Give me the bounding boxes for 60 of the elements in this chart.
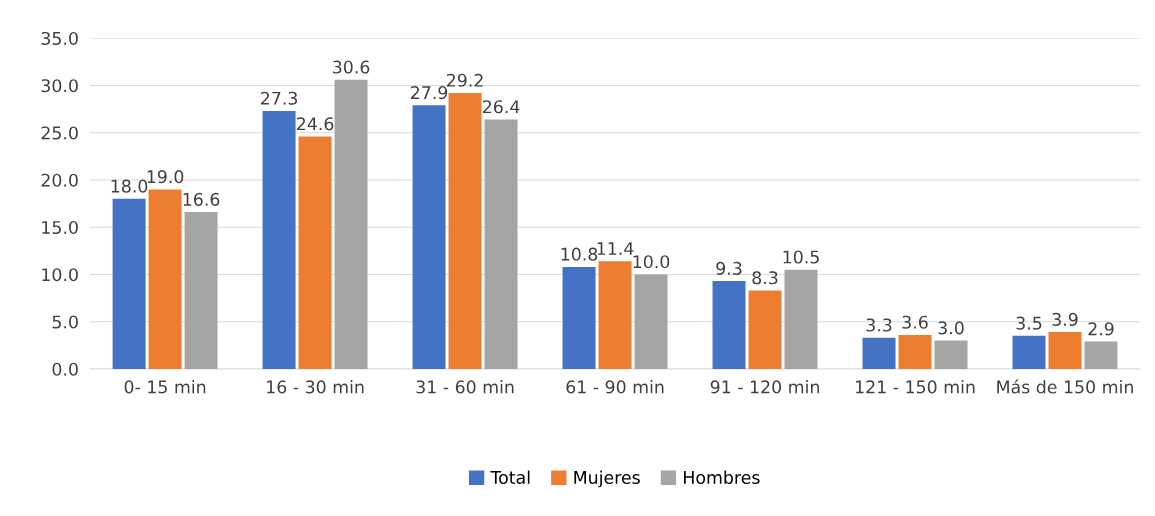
bar (484, 119, 518, 369)
x-tick-label: 16 - 30 min (267, 380, 364, 394)
y-tick-label: 10.0 (42, 268, 78, 282)
x-tick-label: 61 - 90 min (566, 380, 664, 394)
data-label: 10.0 (633, 255, 670, 269)
bar (898, 334, 932, 369)
legend-label: Hombres (684, 470, 760, 484)
data-label: 30.6 (333, 60, 370, 74)
bar (1012, 335, 1046, 369)
data-label: 3.6 (902, 315, 928, 329)
y-tick-label: 15.0 (42, 220, 78, 235)
x-tick-label: 31 - 60 min (416, 380, 514, 394)
y-tick-label: 5.0 (52, 315, 78, 329)
y-tick-label: 30.0 (41, 79, 78, 93)
bar (712, 281, 746, 369)
data-label: 3.9 (1052, 312, 1078, 326)
data-label: 3.3 (866, 318, 892, 332)
bar (412, 105, 446, 369)
data-label: 27.9 (411, 86, 448, 100)
data-label: 10.5 (783, 250, 819, 264)
y-tick-label: 35.0 (41, 31, 78, 46)
legend-label: Mujeres (574, 470, 640, 488)
legend-label: Total (490, 470, 530, 484)
bar (784, 269, 818, 369)
bar (1048, 332, 1082, 369)
y-tick-label: 25.0 (41, 126, 78, 140)
data-label: 8.3 (752, 271, 778, 285)
data-label: 9.3 (716, 261, 742, 275)
bar (562, 266, 596, 369)
bar (184, 212, 218, 369)
data-label: 3.0 (938, 321, 964, 335)
bar (448, 92, 482, 369)
bar (862, 337, 896, 369)
data-label: 2.9 (1088, 322, 1114, 336)
data-label: 3.5 (1016, 316, 1042, 330)
data-label: 16.6 (183, 192, 220, 206)
bar (334, 79, 368, 369)
data-label: 27.3 (261, 91, 298, 105)
y-tick-label: 20.0 (41, 173, 78, 187)
bar (748, 290, 782, 369)
bar (298, 136, 332, 369)
bar (1084, 341, 1118, 369)
x-tick-label: Más de 150 min (997, 379, 1133, 394)
bar (262, 110, 296, 369)
bar (598, 261, 632, 369)
data-label: 24.6 (297, 117, 334, 131)
data-label: 11.4 (597, 242, 634, 255)
y-tick-label: 0.0 (52, 362, 78, 376)
x-tick-label: 91 - 120 min (710, 380, 819, 394)
bar (112, 198, 146, 369)
data-label: 26.4 (482, 100, 520, 114)
data-label: 10.8 (561, 247, 598, 261)
data-label: 19.0 (147, 170, 184, 184)
data-label: 29.2 (447, 73, 483, 87)
x-tick-label: 0- 15 min (124, 380, 206, 394)
bar (148, 189, 182, 369)
data-label: 18.0 (111, 179, 148, 193)
bar (634, 274, 668, 369)
bar (934, 340, 968, 369)
x-tick-label: 121 - 150 min (856, 380, 975, 394)
